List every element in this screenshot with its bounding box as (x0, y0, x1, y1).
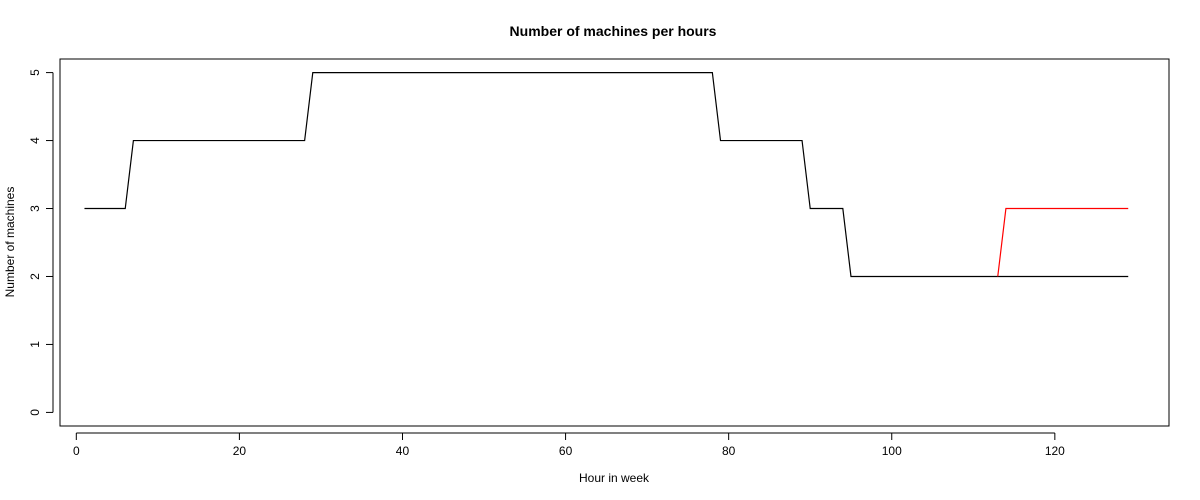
chart-title: Number of machines per hours (510, 23, 717, 39)
x-axis: 0 20 40 60 80 100 120 (73, 432, 1065, 458)
x-tick-label: 100 (882, 444, 902, 458)
y-tick-label: 3 (28, 205, 42, 212)
x-tick-label: 120 (1045, 444, 1065, 458)
x-tick-label: 0 (73, 444, 80, 458)
y-tick-label: 4 (28, 137, 42, 144)
x-tick-label: 60 (559, 444, 573, 458)
x-tick-label: 40 (396, 444, 410, 458)
x-tick-label: 20 (233, 444, 247, 458)
series-line-red (997, 207, 1129, 277)
series-layer (84, 71, 1129, 278)
x-axis-title: Hour in week (579, 471, 650, 485)
series-line-black (84, 71, 1129, 278)
y-axis-title: Number of machines (3, 187, 17, 298)
y-tick-label: 2 (28, 273, 42, 280)
plot-frame (59, 58, 1170, 427)
y-tick-label: 1 (28, 341, 42, 348)
y-tick-label: 0 (28, 409, 42, 416)
y-axis: 0 1 2 3 4 5 (28, 69, 54, 416)
y-tick-label: 5 (28, 69, 42, 76)
x-tick-label: 80 (722, 444, 736, 458)
